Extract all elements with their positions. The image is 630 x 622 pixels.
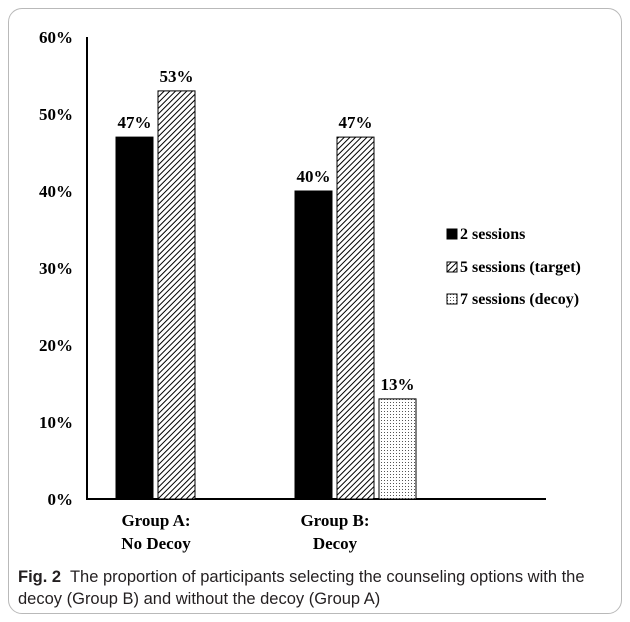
y-tick-label: 30%: [39, 259, 73, 278]
bar: [378, 398, 417, 500]
legend-swatch: [446, 293, 458, 305]
legend: 2 sessions 5 sessions (target) 7 sessions …: [446, 226, 581, 308]
bar-value-label: 47%: [339, 113, 373, 132]
bar: [157, 90, 196, 500]
bar: [294, 190, 333, 500]
y-tick-label: 20%: [39, 336, 73, 355]
y-tick-label: 40%: [39, 182, 73, 201]
x-tick-label: Decoy: [313, 534, 358, 553]
x-tick-label: Group A:: [121, 511, 190, 530]
y-tick-label: 60%: [39, 28, 73, 47]
bar: [336, 136, 375, 500]
x-tick-label: Group B:: [300, 511, 369, 530]
y-tick-label: 50%: [39, 105, 73, 124]
legend-label: 7 sessions (decoy): [460, 291, 579, 308]
bar-value-label: 47%: [118, 113, 152, 132]
x-tick-label: No Decoy: [121, 534, 191, 553]
bar-chart: 0% 10% 20% 30% 40% 50% 60% 47% 40% 53% 47% 13% Gro…: [39, 28, 581, 553]
bar-value-label: 40%: [297, 167, 331, 186]
legend-swatch: [446, 228, 458, 240]
bar-value-label: 53%: [160, 67, 194, 86]
legend-label: 2 sessions: [460, 226, 525, 243]
x-axis-labels: Group A: No Decoy Group B: Decoy: [121, 511, 369, 553]
bar-value-label: 13%: [381, 375, 415, 394]
legend-swatch: [446, 261, 458, 273]
y-tick-label: 10%: [39, 413, 73, 432]
bar-value-labels: 47% 40% 53% 47% 13%: [118, 67, 415, 394]
y-tick-label: 0%: [48, 490, 74, 509]
bars: [115, 90, 417, 500]
figure-number: Fig. 2: [18, 568, 62, 586]
caption-text: The proportion of participants selecting…: [18, 568, 585, 608]
bar: [115, 136, 154, 500]
figure-caption: Fig. 2 The proportion of participants se…: [18, 566, 618, 610]
legend-label: 5 sessions (target): [460, 259, 581, 276]
